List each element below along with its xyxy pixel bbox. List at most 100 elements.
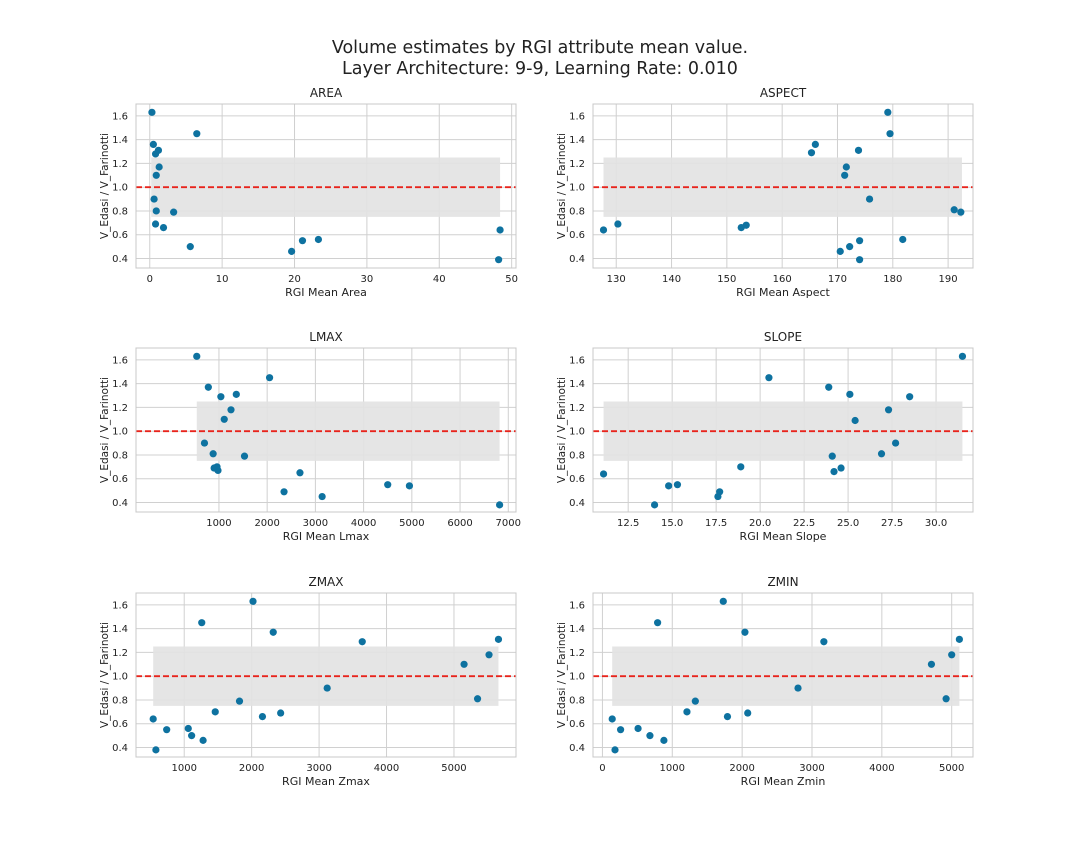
data-point bbox=[927, 660, 936, 668]
x-tick-label: 2000 bbox=[239, 763, 264, 774]
x-tick-label: 30.0 bbox=[925, 518, 947, 529]
x-tick-label: 2000 bbox=[729, 763, 754, 774]
data-point bbox=[149, 140, 157, 149]
x-axis-label: RGI Mean Slope bbox=[740, 530, 827, 543]
y-tick-label: 1.6 bbox=[112, 355, 128, 366]
data-point bbox=[608, 715, 616, 723]
x-axis-label: RGI Mean Zmin bbox=[741, 775, 826, 788]
x-tick-label: 12.5 bbox=[617, 518, 639, 529]
y-tick-label: 1.2 bbox=[569, 403, 585, 414]
data-point bbox=[384, 481, 392, 489]
x-tick-label: 2000 bbox=[254, 518, 279, 529]
axes-frame bbox=[135, 103, 517, 269]
x-axis-label: RGI Mean Aspect bbox=[736, 286, 830, 299]
data-point bbox=[214, 466, 222, 475]
y-tick-label: 1.0 bbox=[569, 672, 585, 683]
subplot-lmax: 1000 2000 3000 4000 5000 6000 7000 0.4 0.6 0.8 1.0… bbox=[99, 330, 521, 543]
y-tick-label: 1.4 bbox=[112, 379, 128, 390]
axes-frame bbox=[592, 592, 974, 758]
data-point bbox=[193, 352, 201, 360]
x-tick-label: 6000 bbox=[447, 518, 472, 529]
data-point bbox=[846, 390, 854, 398]
x-tick-label: 25.0 bbox=[837, 518, 859, 529]
data-point bbox=[188, 732, 196, 740]
x-tick-label: 5000 bbox=[399, 518, 424, 529]
y-tick-label: 0.4 bbox=[112, 743, 128, 754]
data-point bbox=[152, 746, 160, 754]
data-point bbox=[646, 732, 654, 740]
data-point bbox=[358, 638, 366, 646]
figure-title-line-2: Layer Architecture: 9-9, Learning Rate: … bbox=[342, 58, 738, 79]
x-tick-label: 5000 bbox=[939, 763, 964, 774]
y-tick-label: 1.6 bbox=[112, 600, 128, 611]
y-tick-label: 1.0 bbox=[112, 183, 128, 194]
x-tick-label: 150 bbox=[717, 274, 736, 285]
data-point bbox=[856, 237, 864, 245]
data-point bbox=[163, 726, 171, 734]
data-point bbox=[854, 146, 863, 154]
y-tick-label: 0.8 bbox=[112, 695, 128, 706]
y-tick-label: 1.2 bbox=[112, 403, 128, 414]
y-tick-label: 1.4 bbox=[569, 379, 585, 390]
data-point bbox=[851, 416, 859, 425]
data-point bbox=[665, 482, 673, 490]
x-tick-label: 15.0 bbox=[661, 518, 683, 529]
data-point bbox=[611, 746, 619, 754]
x-tick-label: 50 bbox=[505, 274, 518, 285]
x-tick-label: 140 bbox=[662, 274, 681, 285]
data-point bbox=[765, 374, 773, 382]
y-tick-label: 1.6 bbox=[569, 600, 585, 611]
data-point bbox=[891, 439, 900, 447]
y-tick-label: 1.4 bbox=[112, 135, 128, 146]
data-point bbox=[155, 163, 163, 171]
data-point bbox=[899, 235, 907, 244]
data-point bbox=[495, 256, 503, 264]
y-axis-label: V_Edasi / V_Farinotti bbox=[556, 377, 568, 483]
data-point bbox=[906, 393, 914, 401]
data-point bbox=[170, 208, 178, 216]
x-tick-label: 3000 bbox=[799, 763, 824, 774]
y-tick-label: 1.2 bbox=[569, 648, 585, 659]
data-point bbox=[265, 374, 274, 382]
data-point bbox=[298, 237, 307, 245]
data-point bbox=[496, 226, 504, 234]
x-tick-label: 3000 bbox=[303, 518, 328, 529]
subplot-slope: 12.5 15.0 17.5 20.0 22.5 25.0 27.5 30.0 0.4 0.6 0.… bbox=[556, 330, 974, 543]
data-point bbox=[151, 220, 160, 228]
data-point bbox=[744, 709, 752, 717]
y-axis-label: V_Edasi / V_Farinotti bbox=[99, 133, 111, 239]
data-point bbox=[193, 130, 201, 138]
data-point bbox=[154, 146, 163, 154]
data-point bbox=[820, 638, 828, 646]
data-point bbox=[830, 467, 838, 476]
data-point bbox=[836, 247, 844, 255]
y-axis-label: V_Edasi / V_Farinotti bbox=[99, 377, 111, 483]
axes-frame bbox=[592, 103, 974, 269]
data-point bbox=[199, 736, 207, 744]
data-point bbox=[950, 206, 958, 214]
data-point bbox=[841, 171, 849, 179]
data-point bbox=[856, 256, 864, 264]
data-point bbox=[280, 488, 288, 496]
data-point bbox=[846, 243, 854, 251]
subplot-zmin: 0 1000 2000 3000 4000 5000 0.4 0.6 0.8 1.0 1.2 1.4 1… bbox=[556, 575, 974, 788]
x-axis-label: RGI Mean Area bbox=[285, 286, 367, 299]
x-tick-label: 0 bbox=[147, 274, 153, 285]
y-tick-label: 0.6 bbox=[112, 474, 128, 485]
y-tick-label: 0.4 bbox=[112, 498, 128, 509]
x-tick-label: 3000 bbox=[306, 763, 331, 774]
data-point bbox=[269, 628, 277, 636]
y-tick-label: 1.0 bbox=[112, 672, 128, 683]
x-tick-label: 22.5 bbox=[793, 518, 815, 529]
y-tick-label: 1.6 bbox=[569, 355, 585, 366]
y-tick-label: 0.8 bbox=[112, 450, 128, 461]
data-point bbox=[634, 724, 642, 733]
x-tick-label: 10 bbox=[216, 274, 229, 285]
y-tick-label: 0.8 bbox=[569, 695, 585, 706]
data-point bbox=[716, 488, 724, 496]
axes-frame bbox=[135, 347, 517, 513]
data-point bbox=[742, 221, 750, 229]
data-point bbox=[184, 724, 192, 733]
x-tick-label: 130 bbox=[607, 274, 626, 285]
